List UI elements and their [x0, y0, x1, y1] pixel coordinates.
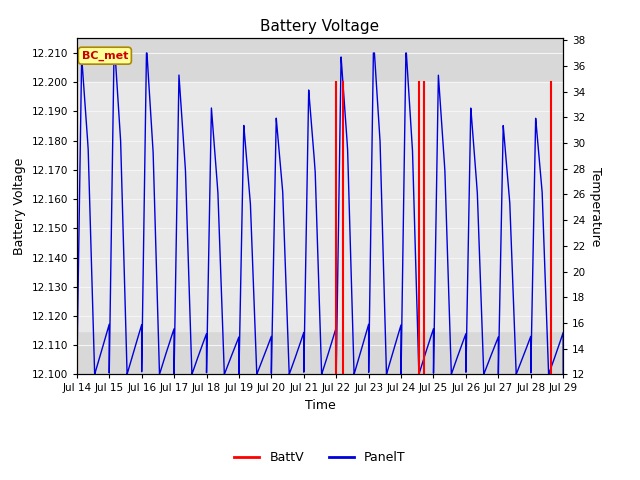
Title: Battery Voltage: Battery Voltage	[260, 20, 380, 35]
Bar	[77, 82, 563, 331]
Legend: BattV, PanelT: BattV, PanelT	[229, 446, 411, 469]
Text: BC_met: BC_met	[82, 50, 128, 61]
X-axis label: Time: Time	[305, 399, 335, 412]
Y-axis label: Battery Voltage: Battery Voltage	[13, 158, 26, 255]
Y-axis label: Temperature: Temperature	[589, 167, 602, 246]
